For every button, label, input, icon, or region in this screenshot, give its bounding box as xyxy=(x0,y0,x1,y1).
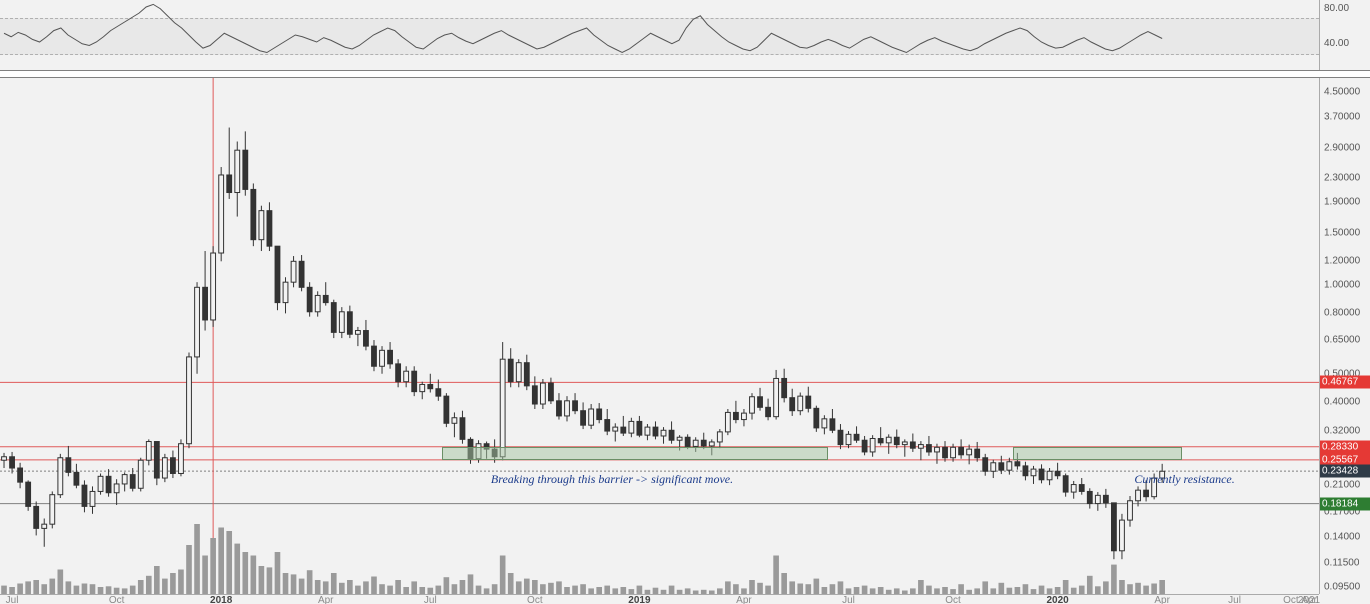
y-tick: 0.14000 xyxy=(1324,532,1360,543)
price-tag: 0.46767 xyxy=(1320,376,1370,389)
x-tick: Jul xyxy=(842,595,855,604)
y-tick: 0.09500 xyxy=(1324,582,1360,593)
x-tick: Apr xyxy=(1154,595,1170,604)
rsi-yaxis: 80.00 40.00 xyxy=(1319,0,1370,70)
y-tick: 2.30000 xyxy=(1324,172,1360,183)
y-tick: 0.65000 xyxy=(1324,335,1360,346)
pane-divider[interactable] xyxy=(0,70,1370,78)
y-tick: 1.00000 xyxy=(1324,279,1360,290)
x-tick: Jul xyxy=(424,595,437,604)
time-xaxis: Jul Oct 2018 Apr Jul Oct 2019 Apr Jul Oct 2020 Apr J… xyxy=(0,594,1319,604)
y-tick: 0.32000 xyxy=(1324,426,1360,437)
chart-annotation: Currently resistance. xyxy=(1134,472,1234,487)
main-svg xyxy=(0,78,1319,594)
main-price-pane[interactable]: Breaking through this barrier -> signifi… xyxy=(0,78,1319,594)
y-tick: 0.80000 xyxy=(1324,308,1360,319)
x-tick: 2018 xyxy=(210,595,232,604)
support-resistance-zone xyxy=(442,447,828,460)
y-tick: 0.11500 xyxy=(1324,557,1359,568)
chart-annotation: Breaking through this barrier -> signifi… xyxy=(491,472,733,487)
x-tick: Oct xyxy=(1283,595,1299,604)
volume-bars xyxy=(1,524,1165,594)
x-tick: 2019 xyxy=(628,595,650,604)
support-resistance-zone xyxy=(1013,447,1182,460)
rsi-pane[interactable] xyxy=(0,0,1319,70)
x-tick: Jul xyxy=(6,595,19,604)
x-tick: Apr xyxy=(1301,595,1317,604)
y-tick: 1.90000 xyxy=(1324,197,1360,208)
x-tick: Apr xyxy=(736,595,752,604)
x-tick: Oct xyxy=(945,595,961,604)
rsi-line xyxy=(4,4,1162,52)
x-tick: Jul xyxy=(1228,595,1241,604)
rsi-tick: 40.00 xyxy=(1324,38,1349,49)
price-yaxis: 4.50000 3.70000 2.90000 2.30000 1.90000 1.500… xyxy=(1319,78,1370,594)
x-tick: 2020 xyxy=(1046,595,1068,604)
y-tick: 4.50000 xyxy=(1324,86,1360,97)
x-tick: Oct xyxy=(527,595,543,604)
price-tag: 0.28330 xyxy=(1320,440,1370,453)
rsi-line-svg xyxy=(0,0,1319,70)
rsi-tick: 80.00 xyxy=(1324,3,1349,14)
y-tick: 0.21000 xyxy=(1324,480,1360,491)
price-tag: 0.18184 xyxy=(1320,497,1370,510)
price-tag: 0.23428 xyxy=(1320,465,1370,478)
y-tick: 1.50000 xyxy=(1324,227,1360,238)
x-tick: Oct xyxy=(109,595,125,604)
y-tick: 3.70000 xyxy=(1324,111,1360,122)
y-tick: 2.90000 xyxy=(1324,142,1360,153)
chart-root: 80.00 40.00 Breaking through this barrie… xyxy=(0,0,1370,604)
y-tick: 1.20000 xyxy=(1324,256,1360,267)
candlesticks xyxy=(2,128,1165,560)
y-tick: 0.40000 xyxy=(1324,397,1360,408)
x-tick: Apr xyxy=(318,595,334,604)
